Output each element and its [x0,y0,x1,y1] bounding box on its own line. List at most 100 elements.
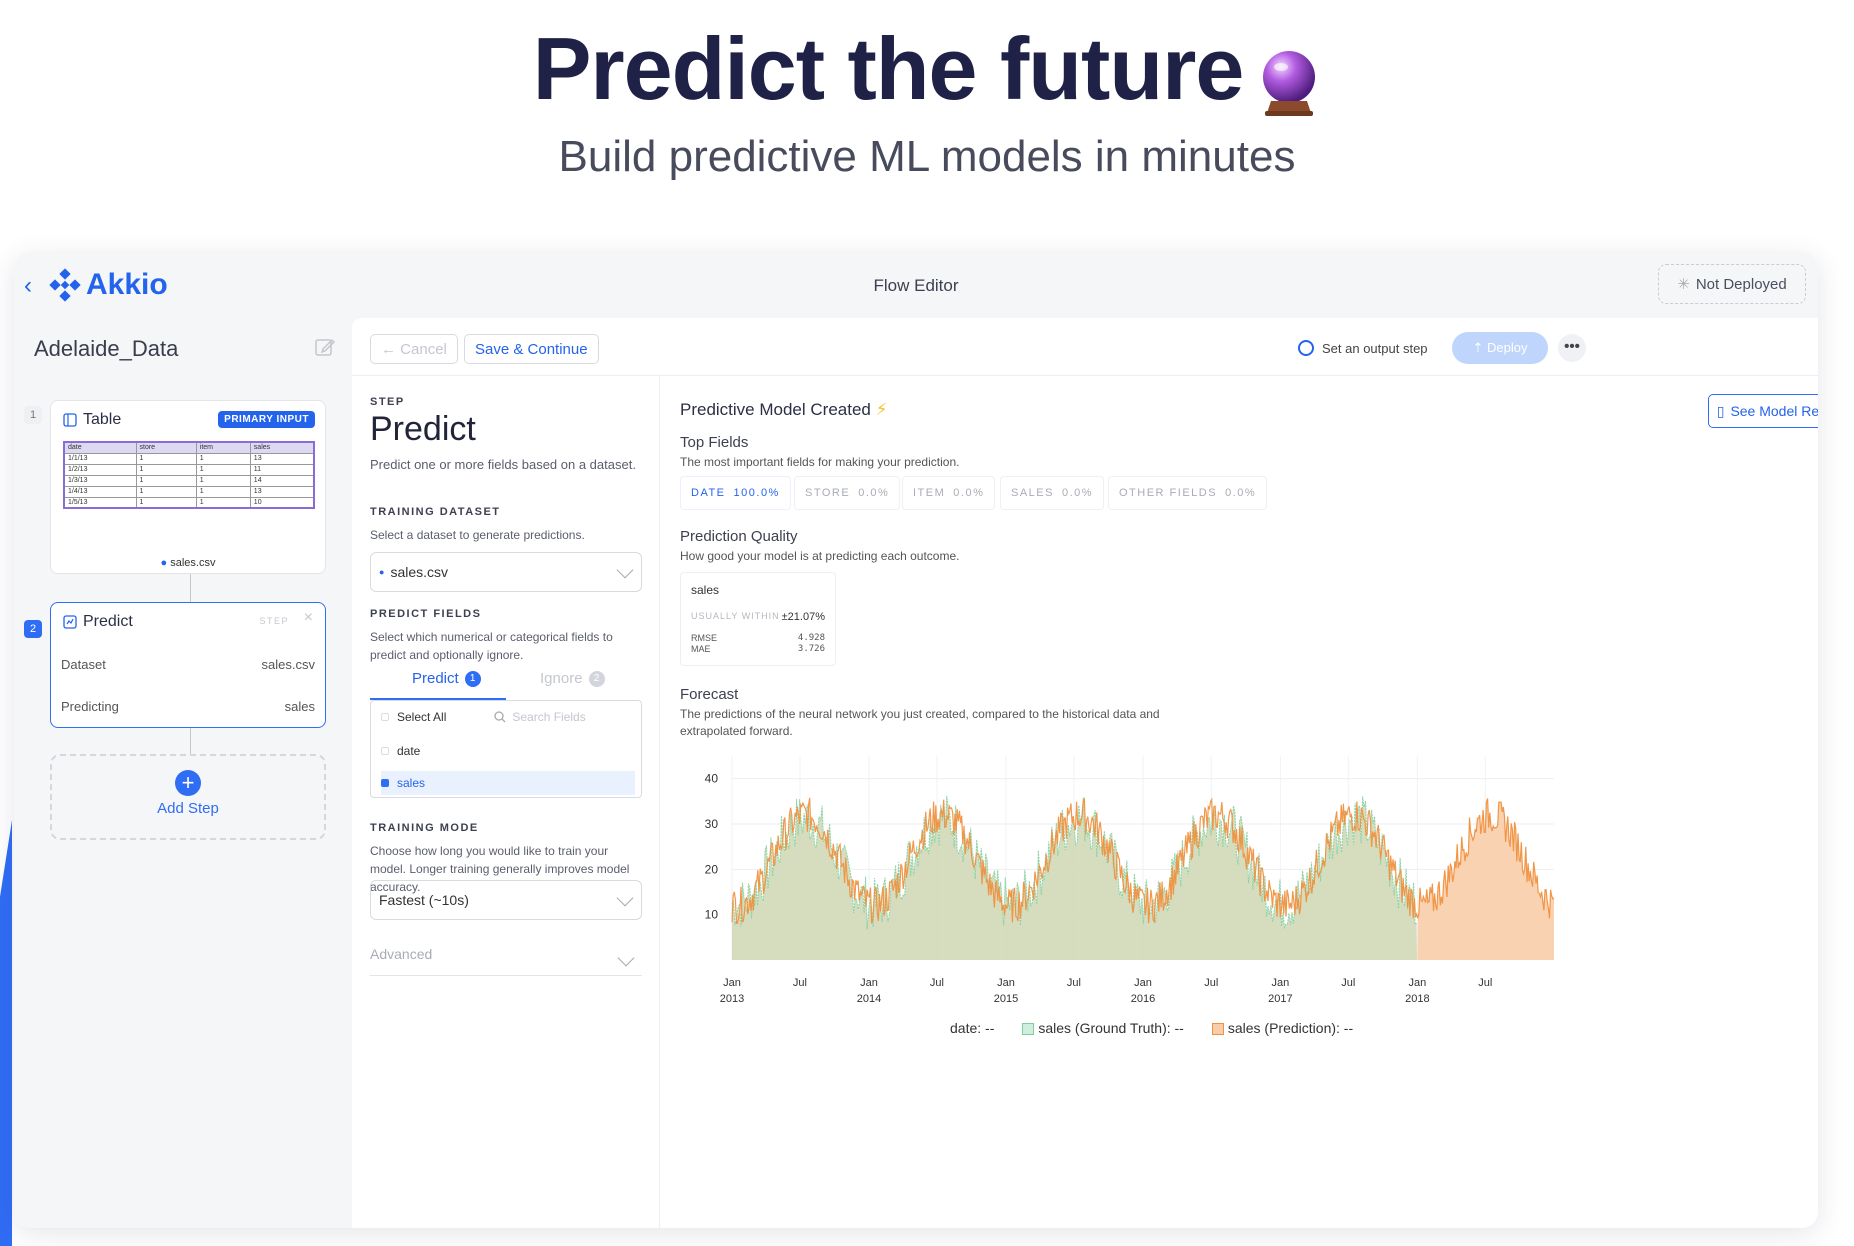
advanced-toggle[interactable]: Advanced [370,946,642,976]
table-cell: 1/2/13 [63,463,137,476]
hero-title: Predict the future [0,18,1854,120]
checkbox[interactable] [381,747,389,755]
truth-series-line [731,795,1417,930]
select-all-row[interactable]: Select All Search Fields [381,705,635,729]
x-tick-label: Jan [723,977,741,989]
save-continue-button[interactable]: Save & Continue [464,334,599,364]
table-row: 1/5/13 1 1 10 [63,496,315,509]
x-tick-label: Jan [1409,977,1427,989]
mae-row: MAE 3.726 [691,644,825,654]
sparkle-icon: ✳ [1677,276,1690,293]
table-cell: 11 [249,463,315,476]
rmse-value: 4.928 [797,633,825,643]
hero-title-text: Predict the future [532,19,1245,118]
step-badge: STEP [259,616,289,626]
usually-within-label: USUALLY WITHIN [691,611,780,621]
cancel-button[interactable]: ← Cancel [370,334,458,364]
table-header: sales [249,441,315,454]
chip-value: 100.0% [733,487,780,499]
step-card-predict[interactable]: Predict STEP × Dataset sales.csv Predicti… [50,602,326,728]
back-chevron-icon[interactable]: ‹ [24,272,32,299]
checkbox[interactable] [381,713,389,721]
step-card-table[interactable]: Table PRIMARY INPUT date store item sale… [50,400,326,574]
crystal-ball-icon [1257,36,1321,116]
step-label: STEP [370,396,405,408]
field-row-date[interactable]: date [381,739,635,763]
training-mode-description: Choose how long you would like to train … [370,844,630,894]
table-cell: 13 [249,485,315,498]
step-card-table-title-row: Table [63,411,121,429]
tab-indicator [370,698,506,700]
table-row: 1/1/13 1 1 13 [63,452,315,465]
legend-prediction: sales (Prediction): -- [1211,1020,1353,1036]
top-field-chip: OTHER FIELDS 0.0% [1108,476,1268,510]
truth-swatch [1022,1023,1035,1036]
x-tick-label: Jul [1067,977,1081,989]
table-cell: 1/1/13 [63,452,137,465]
top-field-chip: SALES 0.0% [1000,476,1105,510]
set-output-step[interactable]: Set an output step [1298,340,1428,356]
chip-name: ITEM [913,487,946,499]
chart-legend: date: -- sales (Ground Truth): -- sales … [950,1020,1353,1036]
toolbar: ← Cancel Save & Continue Set an output s… [352,318,1818,376]
deploy-label: Deploy [1487,340,1528,355]
x-tick-label: 2015 [994,993,1018,1005]
table-row: 1/2/13 1 1 11 [63,463,315,476]
rmse-row: RMSE 4.928 [691,633,825,643]
truth-area [732,795,1417,960]
x-tick-label: Jan [1272,977,1290,989]
training-dataset-value: sales.csv [390,564,449,580]
y-tick-label: 20 [705,862,719,876]
primary-input-badge: PRIMARY INPUT [218,411,315,428]
logo[interactable]: Akkio [48,268,168,302]
x-tick-label: 2014 [857,993,881,1005]
more-options-icon[interactable]: ••• [1558,334,1586,362]
decorative-accent [0,820,12,1246]
hero-subtitle: Build predictive ML models in minutes [558,132,1296,181]
deploy-status-button[interactable]: ✳ Not Deployed [1658,264,1806,304]
training-mode-label: TRAINING MODE [370,822,479,834]
step-connector [190,574,191,602]
prediction-quality-title: Prediction Quality [680,528,798,545]
row-label: Dataset [61,657,106,672]
table-header: store [135,441,197,454]
model-created-title: Predictive Model Created ⚡ [680,400,888,420]
search-fields-input[interactable]: Search Fields [494,710,586,724]
file-tag: ● sales.csv [160,557,216,569]
checkbox-checked[interactable] [381,779,389,787]
step-number-2: 2 [24,620,42,638]
training-mode-select[interactable]: Fastest (~10s) [370,880,642,920]
chip-value: 0.0% [858,487,890,499]
table-cell: 1/3/13 [63,474,137,487]
table-cell: 1 [195,496,251,509]
prediction-series-line [731,797,1555,925]
top-fields-description: The most important fields for making you… [680,455,960,469]
field-label: sales [397,776,426,790]
close-icon[interactable]: × [303,609,313,626]
model-results-panel: Predictive Model Created ⚡ ▯ See Model Re… [660,376,1818,1228]
legend-date: date: -- [950,1020,995,1036]
sidebar: Adelaide_Data 1 Table PRIMARY INPUT date… [14,318,352,1228]
x-tick-label: Jan [1134,977,1152,989]
add-step-button[interactable]: + Add Step [50,754,326,840]
prediction-area [1417,798,1554,960]
deploy-button[interactable]: ⇡ Deploy [1452,332,1548,364]
x-tick-label: Jan [997,977,1015,989]
prediction-quality-description: How good your model is at predicting eac… [680,549,960,563]
tab-ignore[interactable]: Ignore 2 [540,670,605,687]
x-tick-label: 2013 [720,993,744,1005]
tab-ignore-label: Ignore [540,670,583,687]
top-fields-title: Top Fields [680,434,749,451]
x-tick-label: Jul [793,977,807,989]
chip-name: SALES [1011,487,1054,499]
top-field-chip: ITEM 0.0% [902,476,996,510]
training-dataset-select[interactable]: ● sales.csv [370,552,642,592]
field-row-sales[interactable]: sales [381,771,635,795]
tab-predict[interactable]: Predict 1 [412,670,481,687]
top-field-chip: STORE 0.0% [794,476,901,510]
see-model-report-button[interactable]: ▯See Model Report→ [1708,394,1818,428]
table-cell: 1 [135,452,197,465]
edit-icon[interactable] [314,336,336,358]
deploy-status-label: Not Deployed [1695,275,1787,293]
step-card-table-title: Table [83,411,122,428]
